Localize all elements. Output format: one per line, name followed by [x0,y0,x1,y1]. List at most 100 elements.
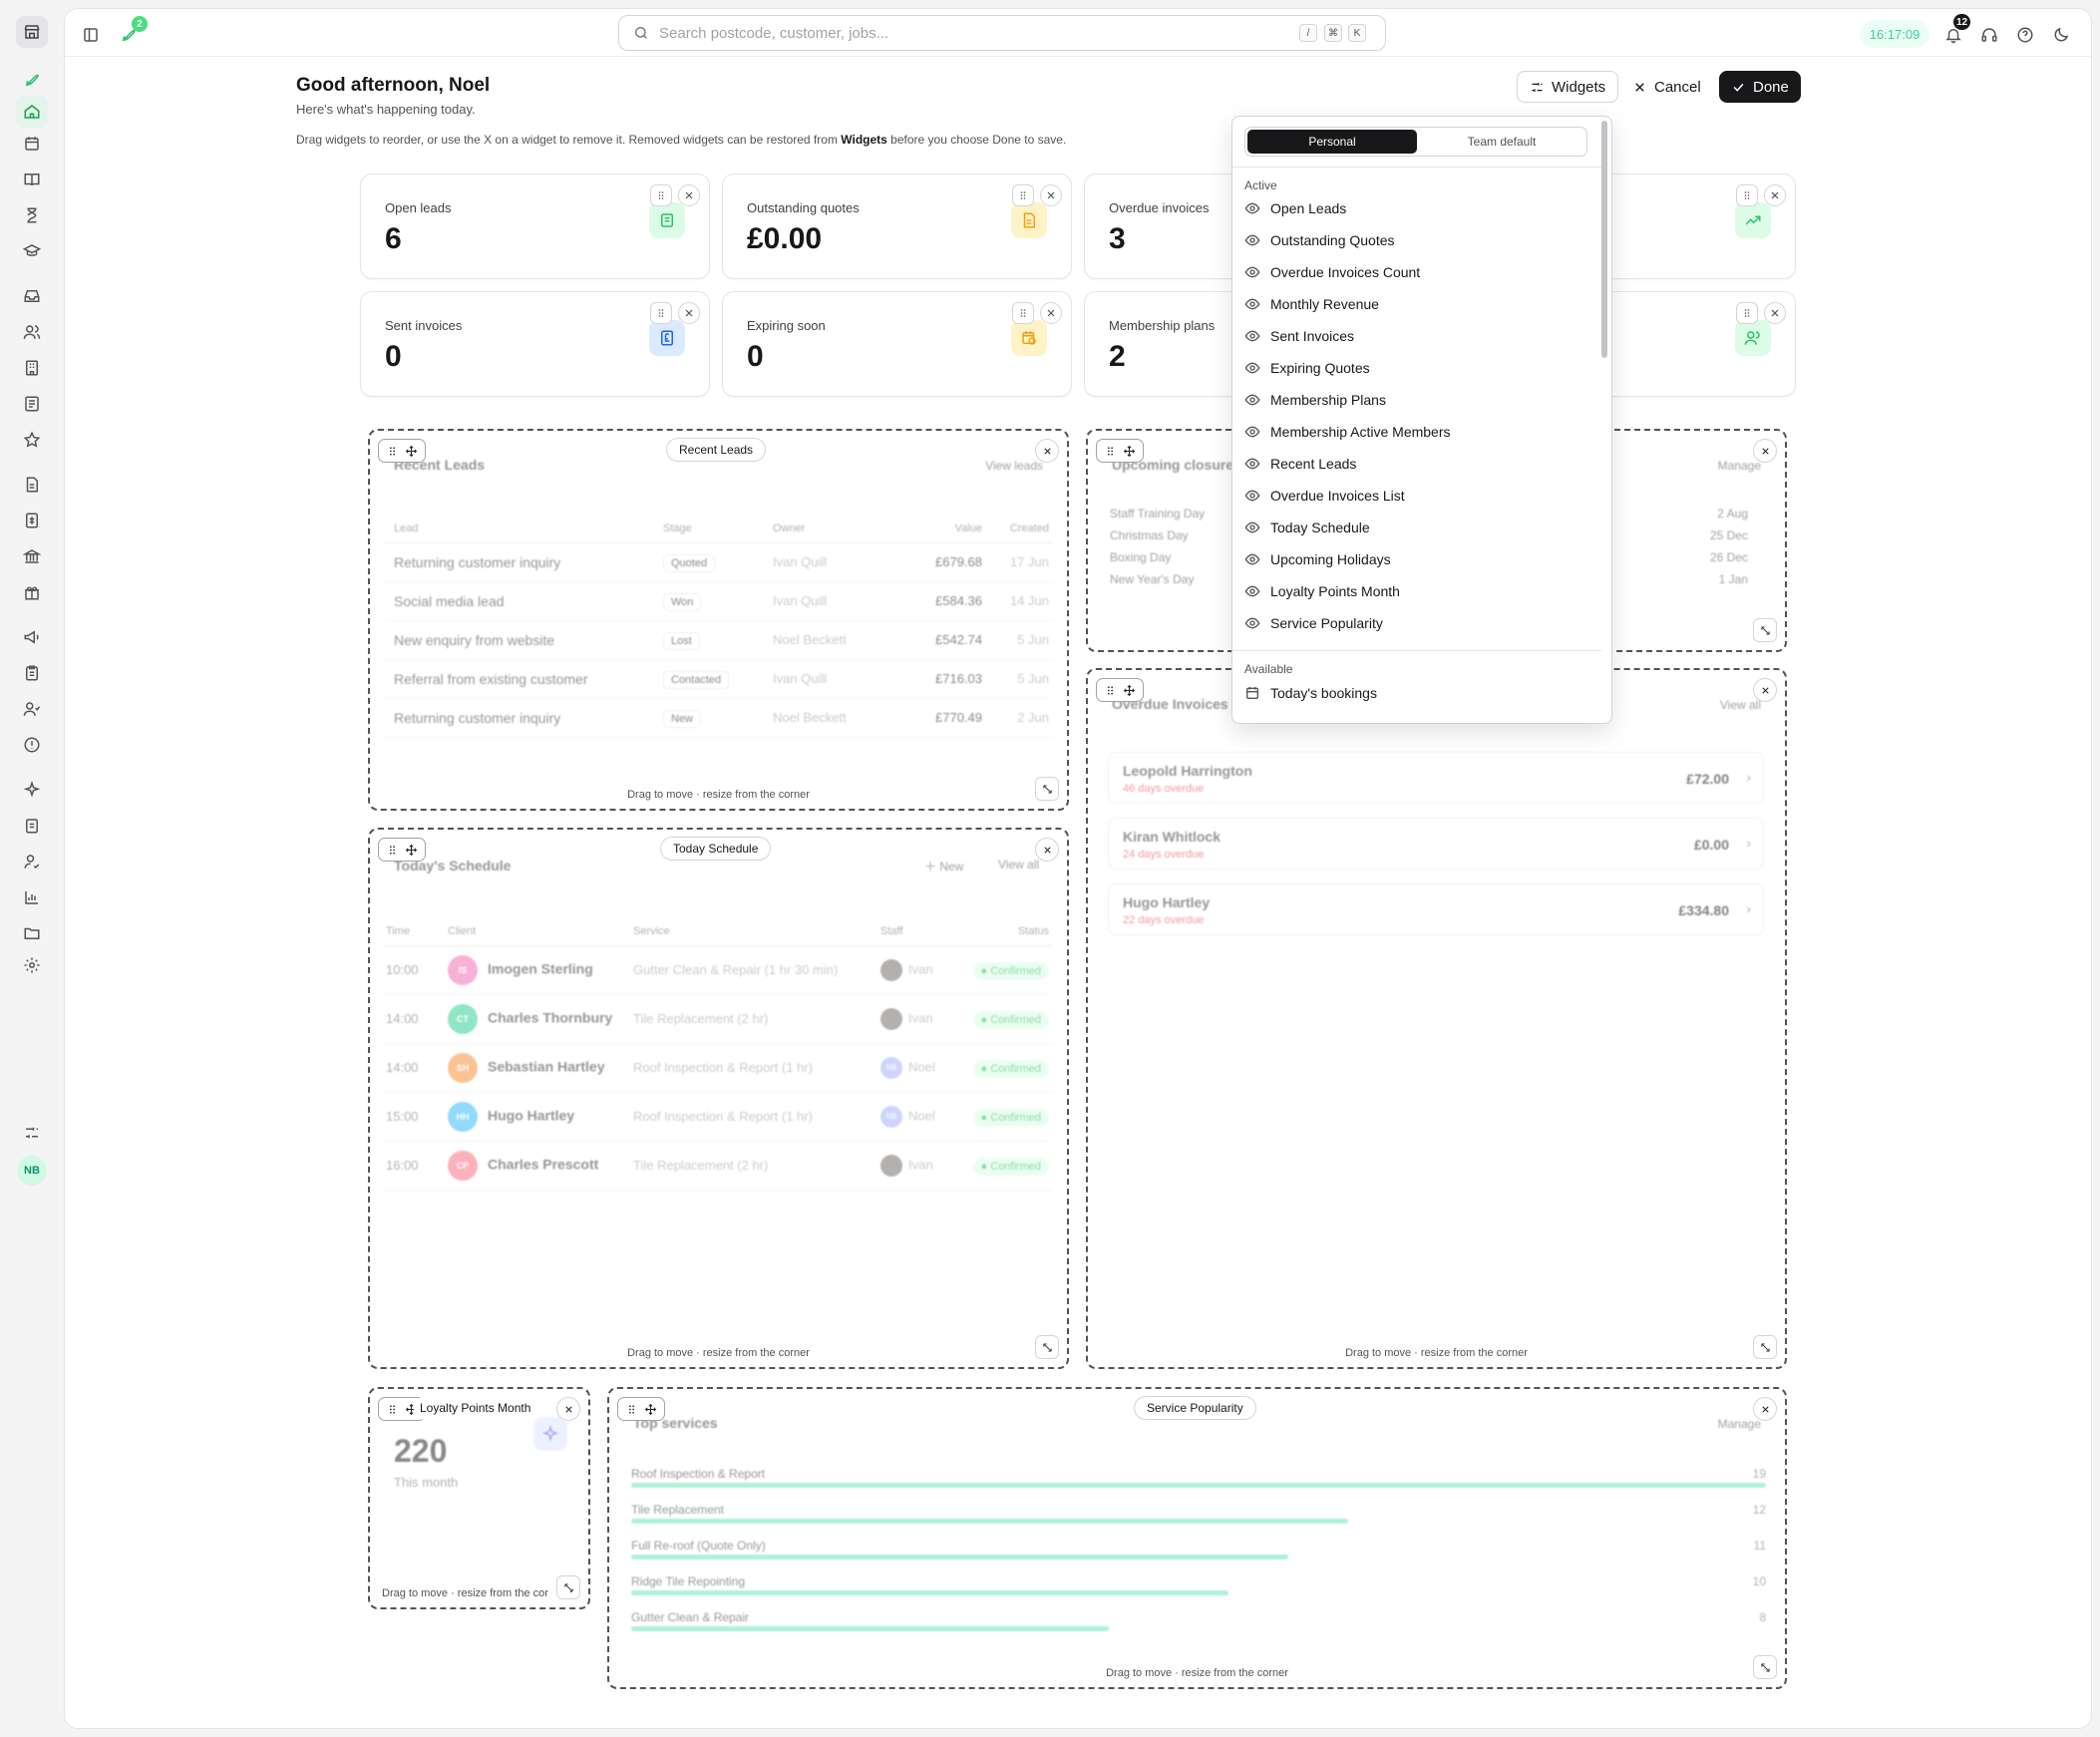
table-row[interactable]: 16:00 CP Charles Prescott Tile Replacement … [384,1141,1053,1191]
widget-today-schedule[interactable]: Today's Schedule ＋ New View all Time Cli… [368,828,1069,1369]
tab-team-default[interactable]: Team default [1467,135,1537,149]
folder-icon[interactable] [16,917,48,949]
table-row[interactable]: New enquiry from website Lost Noel Beckett… [384,620,1053,660]
hourglass-icon[interactable] [16,199,48,231]
widget-handle[interactable] [1096,678,1144,702]
resize-icon[interactable] [556,1575,580,1599]
graduation-cap-icon[interactable] [16,235,48,267]
available-item[interactable]: Today's bookings [1244,677,1377,709]
remove-widget-icon[interactable] [1040,302,1062,324]
megaphone-icon[interactable] [16,621,48,653]
table-row[interactable]: 10:00 IS Imogen Sterling Gutter Clean & Rep… [384,945,1053,995]
clipboard-icon[interactable] [16,657,48,689]
active-widget-item[interactable]: Overdue Invoices List [1244,480,1405,512]
table-row[interactable]: 14:00 SH Sebastian Hartley Roof Inspection … [384,1043,1053,1093]
invoice-card[interactable]: Kiran Whitlock 24 days overdue £0.00 › [1108,818,1764,869]
star-icon[interactable] [16,424,48,456]
table-row[interactable]: Referral from existing customer Contacted… [384,659,1053,699]
close-icon[interactable] [1753,439,1777,463]
drag-handle-icon[interactable] [1012,302,1034,324]
bar-chart-icon[interactable] [16,881,48,913]
remove-widget-icon[interactable] [678,184,700,206]
users-icon[interactable] [16,316,48,348]
book-icon[interactable] [16,164,48,195]
widget-loyalty-points-month[interactable]: 220 This month Loyalty Points Month Drag… [368,1387,590,1609]
drag-handle-icon[interactable] [1736,302,1758,324]
headset-icon[interactable] [1975,21,2003,49]
widget-handle[interactable] [617,1397,665,1421]
resize-icon[interactable] [1753,1335,1777,1359]
widget-overdue-invoices-list[interactable]: Overdue Invoices View all Leopold Harrin… [1086,668,1787,1369]
drag-handle-icon[interactable] [650,184,672,206]
gift-icon[interactable] [16,576,48,608]
close-icon[interactable] [1753,678,1777,702]
invoice-icon[interactable] [16,505,48,536]
active-widget-item[interactable]: Service Popularity [1244,607,1383,639]
sliders-icon[interactable] [16,1117,48,1149]
resize-icon[interactable] [1753,618,1777,642]
resize-icon[interactable] [1035,777,1059,801]
sidebar-toggle-icon[interactable] [77,21,105,49]
cancel-button[interactable]: Cancel [1620,71,1713,103]
rocket-icon[interactable] [16,64,48,96]
active-widget-item[interactable]: Recent Leads [1244,448,1356,480]
table-row[interactable]: Returning customer inquiry New Noel Becket… [384,698,1053,738]
remove-widget-icon[interactable] [678,302,700,324]
sparkles-icon[interactable] [16,774,48,806]
bank-icon[interactable] [16,540,48,572]
home-icon[interactable] [16,96,48,128]
receipt-icon[interactable] [16,388,48,420]
widget-handle[interactable] [378,439,426,463]
widgets-button[interactable]: Widgets [1517,71,1619,103]
remove-widget-icon[interactable] [1040,184,1062,206]
active-widget-item[interactable]: Membership Plans [1244,384,1386,416]
done-button[interactable]: Done [1719,71,1801,103]
remove-widget-icon[interactable] [1764,184,1786,206]
widget-recent-leads[interactable]: Recent Leads View leads Lead Stage Owner… [368,429,1069,811]
view-all-link[interactable]: View all [998,858,1040,871]
widget-service-popularity[interactable]: Top services Manage Roof Inspection & Re… [607,1387,1787,1689]
user-avatar[interactable]: NB [17,1156,47,1186]
remove-widget-icon[interactable] [1764,302,1786,324]
active-widget-item[interactable]: Sent Invoices [1244,320,1354,352]
manage-link[interactable]: Manage [1717,459,1761,473]
active-widget-item[interactable]: Loyalty Points Month [1244,575,1400,607]
checklist-icon[interactable] [16,810,48,842]
moon-icon[interactable] [2047,21,2075,49]
close-icon[interactable] [556,1397,580,1421]
calendar-icon[interactable] [16,128,48,160]
bell-icon[interactable] [1939,21,1967,49]
table-row[interactable]: 14:00 CT Charles Thornbury Tile Replacement… [384,994,1053,1044]
alert-circle-icon[interactable] [16,729,48,761]
new-button[interactable]: ＋ New [924,860,964,873]
manage-link[interactable]: Manage [1717,1417,1761,1431]
team-icon[interactable] [16,693,48,725]
help-icon[interactable] [2011,21,2039,49]
settings-icon[interactable] [16,949,48,981]
table-row[interactable]: 15:00 HH Hugo Hartley Roof Inspection & Rep… [384,1092,1053,1142]
active-widget-item[interactable]: Upcoming Holidays [1244,543,1391,575]
building-icon[interactable] [16,352,48,384]
active-widget-item[interactable]: Today Schedule [1244,512,1370,543]
active-widget-item[interactable]: Membership Active Members [1244,416,1451,448]
search-input[interactable]: Search postcode, customer, jobs... / ⌘ K [618,15,1386,51]
table-row[interactable]: Returning customer inquiry Quoted Ivan Qui… [384,542,1053,582]
view-all-link[interactable]: View all [1719,698,1761,712]
active-widget-item[interactable]: Monthly Revenue [1244,288,1379,320]
table-row[interactable]: Social media lead Won Ivan Quill £584.36 14 … [384,581,1053,621]
close-icon[interactable] [1753,1397,1777,1421]
panel-scrollbar[interactable] [1601,121,1607,358]
store-icon[interactable] [16,16,48,48]
user-check-icon[interactable] [16,846,48,877]
widget-handle[interactable] [378,838,426,862]
view-leads-link[interactable]: View leads [985,459,1043,473]
resize-icon[interactable] [1035,1335,1059,1359]
drag-handle-icon[interactable] [1012,184,1034,206]
file-text-icon[interactable] [16,469,48,501]
resize-icon[interactable] [1753,1655,1777,1679]
invoice-card[interactable]: Leopold Harrington 46 days overdue £72.00 › [1108,752,1764,804]
drag-handle-icon[interactable] [1736,184,1758,206]
close-icon[interactable] [1035,439,1059,463]
inbox-icon[interactable] [16,280,48,312]
active-widget-item[interactable]: Overdue Invoices Count [1244,256,1420,288]
